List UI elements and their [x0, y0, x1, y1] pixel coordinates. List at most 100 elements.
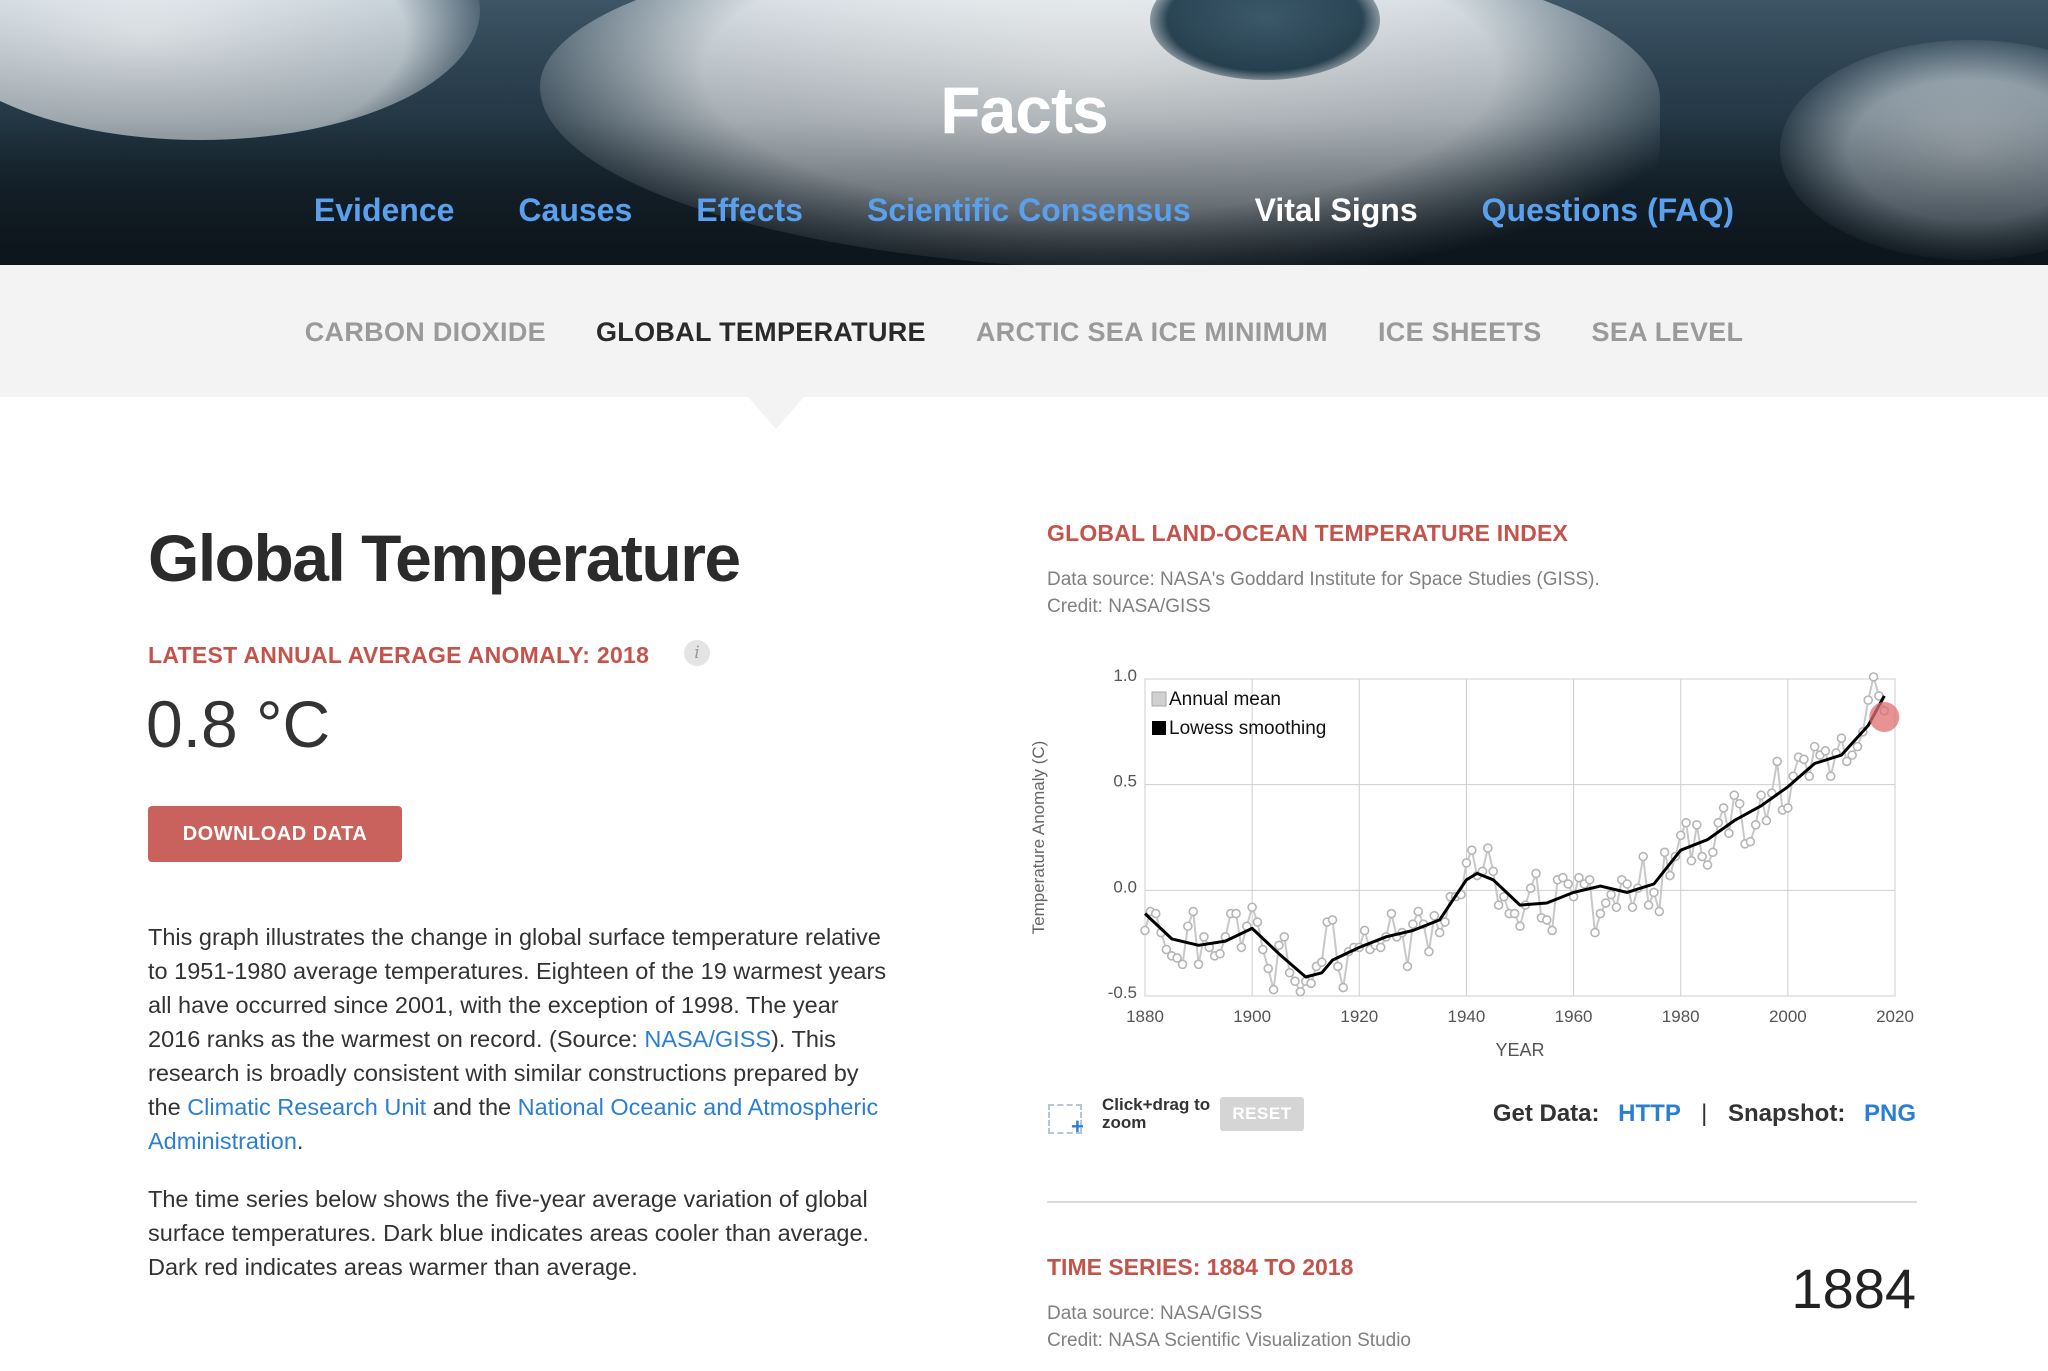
subnav-carbon-dioxide[interactable]: CARBON DIOXIDE — [304, 317, 546, 347]
annual-mean-point — [1643, 900, 1654, 910]
get-data-http-link[interactable]: HTTP — [1618, 1100, 1681, 1127]
annual-mean-point — [1316, 957, 1327, 967]
annual-mean-point — [1488, 866, 1499, 877]
nav-questions-faq[interactable]: Questions (FAQ) — [1481, 192, 1735, 228]
plot-area — [1144, 678, 1896, 997]
nav-scientific-consensus[interactable]: Scientific Consensus — [866, 192, 1191, 228]
annual-mean-point — [1177, 959, 1188, 970]
annual-mean-point — [1611, 902, 1622, 913]
annual-mean-point — [1547, 925, 1557, 936]
info-icon[interactable]: i — [684, 640, 710, 666]
download-data-button[interactable]: DOWNLOAD DATA — [148, 806, 402, 862]
get-data-label: Get Data: — [1492, 1100, 1600, 1127]
annual-mean-point — [1697, 851, 1707, 862]
annual-mean-point — [1333, 961, 1343, 972]
annual-mean-point — [1327, 915, 1338, 925]
lowess-smoothing-line — [1143, 695, 1886, 979]
annual-mean-point — [1247, 902, 1257, 913]
legend-label-smooth: Lowess smoothing — [1169, 718, 1326, 739]
annual-mean-point — [1750, 820, 1761, 830]
annual-mean-point — [1772, 756, 1782, 767]
paragraph-text: and the — [426, 1094, 518, 1120]
time-series-source-text: Data source: NASA/GISS — [1047, 1303, 1263, 1324]
annual-mean-point — [1290, 976, 1300, 987]
annual-mean-point — [1461, 858, 1472, 868]
annual-mean-point — [1424, 946, 1434, 957]
subnav-arctic-sea-ice[interactable]: ARCTIC SEA ICE MINIMUM — [975, 317, 1328, 347]
annual-mean-point — [1274, 940, 1284, 951]
annual-mean-point — [1263, 963, 1274, 974]
annual-mean-point — [1140, 925, 1150, 936]
annual-mean-point — [1531, 868, 1541, 879]
annual-mean-point — [1150, 908, 1161, 919]
separator: | — [1701, 1100, 1708, 1127]
nav-vital-signs[interactable]: Vital Signs — [1254, 192, 1418, 228]
chart-downloads: Get Data: HTTP | Snapshot: PNG — [1493, 1100, 1916, 1128]
nav-causes[interactable]: Causes — [518, 192, 633, 228]
annual-mean-point — [1509, 908, 1520, 919]
annual-mean-point — [1193, 959, 1204, 970]
subnav-global-temperature[interactable]: GLOBAL TEMPERATURE — [595, 317, 926, 347]
annual-mean-point — [1863, 695, 1874, 705]
annual-mean-point — [1268, 984, 1279, 995]
annual-mean-point — [1434, 927, 1445, 938]
main-nav: Evidence Causes Effects Scientific Conse… — [0, 192, 2048, 229]
annual-mean-point — [1563, 879, 1574, 889]
divider — [1047, 1201, 1917, 1203]
x-tick-label: 1960 — [1555, 1007, 1593, 1026]
annual-mean-point — [1713, 817, 1724, 828]
annual-mean-point — [1429, 910, 1440, 921]
x-tick-label: 1980 — [1662, 1007, 1700, 1026]
snapshot-png-link[interactable]: PNG — [1863, 1100, 1916, 1127]
paragraph-text: This graph illustrates the change in glo… — [148, 924, 887, 1052]
annual-mean-point — [1284, 967, 1295, 978]
subnav-ice-sheets[interactable]: ICE SHEETS — [1377, 317, 1542, 347]
annual-mean-point — [1375, 942, 1386, 953]
annual-mean-point — [1756, 790, 1766, 801]
time-series-title: TIME SERIES: 1884 TO 2018 — [1047, 1254, 1354, 1280]
annual-mean-point — [1525, 883, 1536, 894]
time-series-year: 1884 — [1791, 1257, 1916, 1320]
annual-mean-point — [1252, 917, 1263, 927]
link-climatic-research-unit[interactable]: Climatic Research Unit — [187, 1094, 427, 1120]
paragraph-text: . — [296, 1128, 304, 1154]
annual-mean-point — [1199, 932, 1209, 942]
x-tick-label: 1900 — [1233, 1007, 1271, 1026]
annual-mean-point — [1665, 870, 1675, 881]
annual-mean-point — [1654, 906, 1665, 917]
annual-mean-point — [1161, 944, 1172, 955]
x-tick-label: 1920 — [1340, 1007, 1378, 1026]
annual-mean-point — [1558, 872, 1568, 883]
chart-title: GLOBAL LAND-OCEAN TEMPERATURE INDEX — [1047, 520, 1569, 546]
reset-zoom-button[interactable]: RESET — [1220, 1097, 1304, 1131]
annual-mean-point — [1783, 803, 1793, 813]
x-tick-label: 1940 — [1448, 1007, 1486, 1026]
x-axis-label: YEAR — [1495, 1040, 1544, 1060]
annual-mean-point — [1215, 948, 1225, 959]
description-paragraph: This graph illustrates the change in glo… — [148, 920, 888, 1158]
annual-mean-point — [1638, 851, 1649, 862]
subnav-sea-level[interactable]: SEA LEVEL — [1591, 317, 1744, 347]
annual-mean-point — [1627, 902, 1638, 913]
annual-mean-point — [1236, 942, 1247, 953]
annual-mean-point — [1595, 908, 1606, 919]
nav-effects[interactable]: Effects — [696, 192, 803, 228]
temperature-chart[interactable]: 1880 1900 1920 1940 1960 1980 2000 2020 1.0 0.5 0.… — [1020, 660, 1940, 1080]
time-series-credit-text: Credit: NASA Scientific Visualization St… — [1047, 1330, 1411, 1351]
nav-evidence[interactable]: Evidence — [313, 192, 455, 228]
subnav: CARBON DIOXIDE GLOBAL TEMPERATURE ARCTIC… — [0, 265, 2048, 397]
time-series-source: Data source: NASA/GISS Credit: NASA Scie… — [1047, 1300, 1411, 1354]
legend-label-annual: Annual mean — [1169, 689, 1281, 710]
annual-mean-point — [1681, 817, 1691, 828]
chart-credit-text: Credit: NASA/GISS — [1047, 596, 1211, 617]
annual-mean-point — [1868, 672, 1879, 682]
link-nasa-giss[interactable]: NASA/GISS — [644, 1026, 772, 1052]
annual-mean-point — [1734, 798, 1745, 809]
annual-mean-point — [1338, 982, 1349, 993]
annual-mean-point — [1541, 915, 1552, 925]
annual-mean-point — [1188, 906, 1199, 917]
annual-mean-point — [1295, 986, 1306, 997]
anomaly-label: LATEST ANNUAL AVERAGE ANOMALY: 2018 — [148, 642, 650, 668]
link-noaa[interactable]: National Oceanic and Atmospheric Adminis… — [148, 1094, 879, 1154]
legend-swatch-smooth — [1152, 721, 1166, 735]
